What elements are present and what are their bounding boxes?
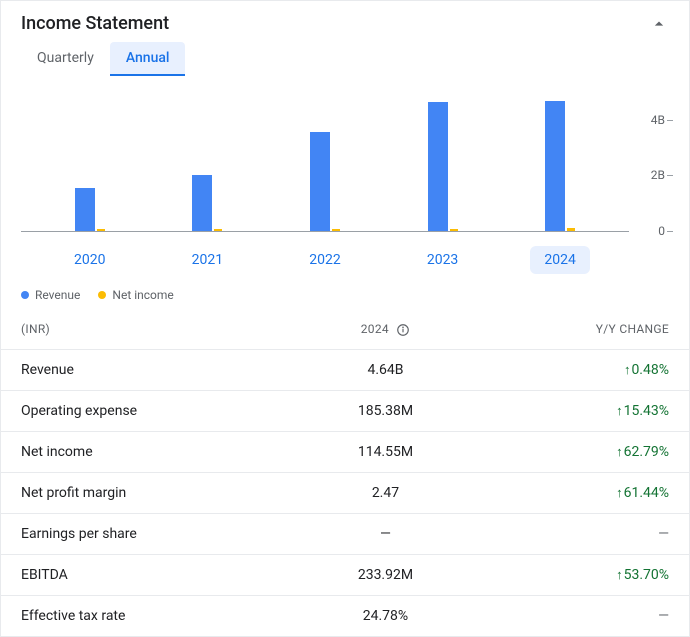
legend-item: Net income bbox=[98, 288, 173, 302]
bar-group[interactable] bbox=[305, 132, 345, 231]
metric-name: EBITDA bbox=[1, 554, 296, 595]
metric-value: 114.55M bbox=[296, 431, 476, 472]
netincome-bar bbox=[97, 229, 105, 231]
table-row: Revenue4.64B↑0.48% bbox=[1, 349, 689, 390]
chart-x-axis: 2020 2021 2022 2023 2024 bbox=[21, 232, 629, 274]
year-label[interactable]: 2022 bbox=[295, 246, 355, 274]
legend-dot-icon bbox=[21, 291, 29, 299]
col-change: Y/Y CHANGE bbox=[475, 312, 689, 349]
metric-name: Operating expense bbox=[1, 390, 296, 431]
chart-bars bbox=[21, 92, 629, 231]
table-body: Revenue4.64B↑0.48%Operating expense185.3… bbox=[1, 349, 689, 636]
netincome-bar bbox=[214, 229, 222, 231]
revenue-bar bbox=[428, 102, 448, 231]
year-label[interactable]: 2024 bbox=[530, 246, 590, 274]
legend-dot-icon bbox=[98, 291, 106, 299]
metric-value: — bbox=[296, 513, 476, 554]
metric-change: ↑61.44% bbox=[475, 472, 689, 513]
tab-annual[interactable]: Annual bbox=[110, 42, 186, 76]
year-label[interactable]: 2023 bbox=[413, 246, 473, 274]
metric-change: ↑0.48% bbox=[475, 349, 689, 390]
bar-group[interactable] bbox=[540, 101, 580, 231]
netincome-bar bbox=[332, 229, 340, 231]
y-tick-label: 2B bbox=[651, 168, 665, 182]
chart-y-axis: 4B2B0 bbox=[633, 92, 665, 231]
y-tick-label: 0 bbox=[658, 224, 665, 238]
financials-table: (INR) 2024 Y/Y CHANGE Revenue4.64B↑0.48%… bbox=[1, 312, 689, 636]
metric-name: Earnings per share bbox=[1, 513, 296, 554]
bar-group[interactable] bbox=[70, 188, 110, 231]
chart-legend: Revenue Net income bbox=[1, 274, 689, 312]
revenue-bar bbox=[545, 101, 565, 231]
y-tick-label: 4B bbox=[651, 113, 665, 127]
table-header: (INR) 2024 Y/Y CHANGE bbox=[1, 312, 689, 349]
metric-name: Net income bbox=[1, 431, 296, 472]
year-label[interactable]: 2020 bbox=[60, 246, 120, 274]
card-title: Income Statement bbox=[21, 13, 169, 34]
legend-label: Net income bbox=[112, 288, 173, 302]
metric-value: 233.92M bbox=[296, 554, 476, 595]
chart-plot-area: 4B2B0 bbox=[21, 92, 629, 232]
info-icon[interactable] bbox=[396, 323, 410, 337]
metric-name: Effective tax rate bbox=[1, 595, 296, 636]
table-row: Earnings per share—— bbox=[1, 513, 689, 554]
col-year: 2024 bbox=[296, 312, 476, 349]
metric-value: 185.38M bbox=[296, 390, 476, 431]
period-tabs: Quarterly Annual bbox=[1, 34, 689, 76]
chevron-up-icon[interactable] bbox=[649, 14, 669, 34]
revenue-chart: 4B2B0 20202021202220232024 bbox=[1, 76, 689, 274]
table-row: Net profit margin2.47↑61.44% bbox=[1, 472, 689, 513]
table-row: EBITDA233.92M↑53.70% bbox=[1, 554, 689, 595]
metric-value: 4.64B bbox=[296, 349, 476, 390]
metric-change: ↑15.43% bbox=[475, 390, 689, 431]
netincome-bar bbox=[450, 229, 458, 231]
table-row: Operating expense185.38M↑15.43% bbox=[1, 390, 689, 431]
legend-label: Revenue bbox=[35, 288, 80, 302]
bar-group[interactable] bbox=[187, 175, 227, 231]
col-currency: (INR) bbox=[1, 312, 296, 349]
metric-change: — bbox=[475, 595, 689, 636]
card-header: Income Statement bbox=[1, 1, 689, 34]
table-row: Net income114.55M↑62.79% bbox=[1, 431, 689, 472]
legend-item: Revenue bbox=[21, 288, 80, 302]
revenue-bar bbox=[192, 175, 212, 231]
revenue-bar bbox=[75, 188, 95, 231]
metric-value: 2.47 bbox=[296, 472, 476, 513]
metric-change: ↑62.79% bbox=[475, 431, 689, 472]
metric-change: ↑53.70% bbox=[475, 554, 689, 595]
metric-value: 24.78% bbox=[296, 595, 476, 636]
table-row: Effective tax rate24.78%— bbox=[1, 595, 689, 636]
metric-name: Revenue bbox=[1, 349, 296, 390]
year-label[interactable]: 2021 bbox=[177, 246, 237, 274]
income-statement-card: Income Statement Quarterly Annual 4B2B0 … bbox=[0, 0, 690, 637]
metric-change: — bbox=[475, 513, 689, 554]
metric-name: Net profit margin bbox=[1, 472, 296, 513]
bar-group[interactable] bbox=[423, 102, 463, 231]
netincome-bar bbox=[567, 228, 575, 231]
tab-quarterly[interactable]: Quarterly bbox=[21, 42, 110, 76]
revenue-bar bbox=[310, 132, 330, 231]
